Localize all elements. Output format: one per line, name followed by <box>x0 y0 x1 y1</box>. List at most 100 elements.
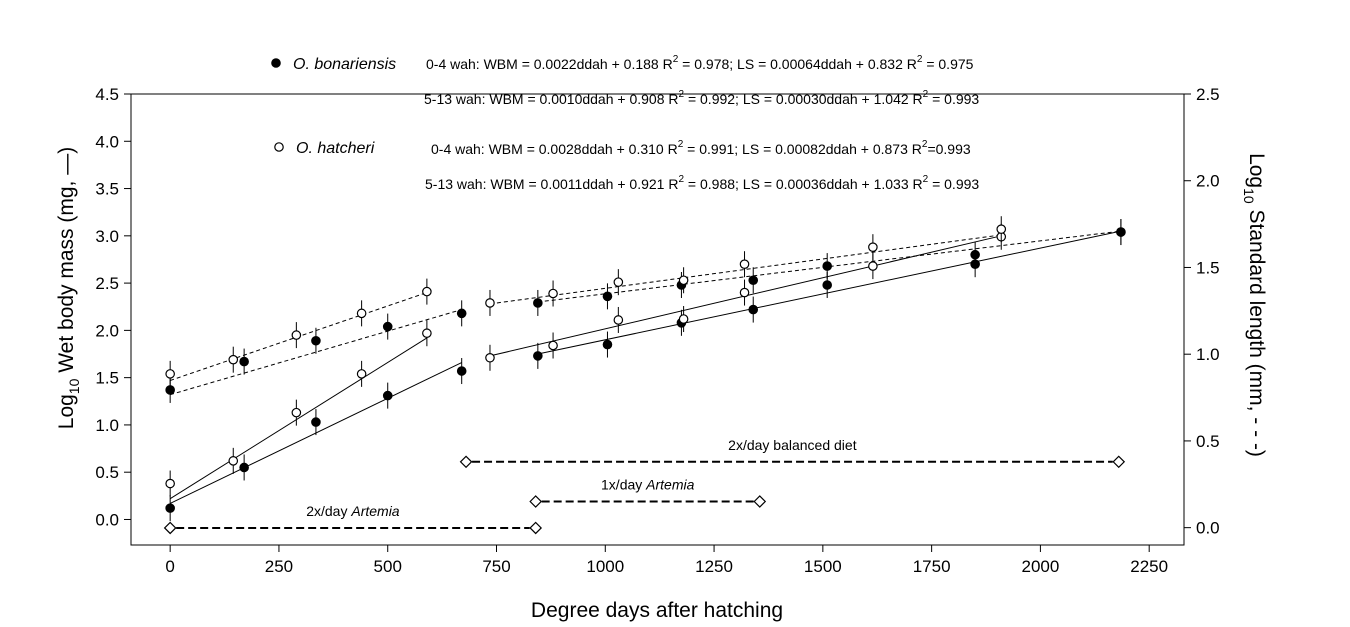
y-left-tick-label: 1.5 <box>95 369 119 388</box>
data-point <box>228 354 239 365</box>
regime-label: 2x/day Artemia <box>306 503 400 519</box>
data-point <box>456 308 467 319</box>
data-point <box>291 407 302 418</box>
regression-equation: 5-13 wah: WBM = 0.0011ddah + 0.921 R2 = … <box>425 174 979 192</box>
data-point <box>1116 227 1126 237</box>
data-point <box>533 351 543 361</box>
regime-marker <box>459 455 473 469</box>
data-point <box>613 277 624 287</box>
x-tick-label: 1000 <box>586 557 624 576</box>
data-point <box>228 456 239 466</box>
x-tick-label: 1250 <box>695 557 733 576</box>
regime-marker <box>1112 455 1126 469</box>
x-tick-label: 2250 <box>1130 557 1168 576</box>
y-right-tick-label: 2.0 <box>1196 172 1220 191</box>
data-point <box>382 321 393 332</box>
y-right-tick-label: 1.5 <box>1196 258 1220 277</box>
data-point <box>239 462 249 473</box>
data-points <box>165 216 1126 522</box>
y-right-tick-label: 2.5 <box>1196 85 1220 104</box>
data-point <box>422 286 432 297</box>
data-point <box>868 242 878 252</box>
fit-line-ls <box>170 309 462 396</box>
regime-label: 1x/day Artemia <box>601 477 695 493</box>
regime-marker <box>163 521 177 535</box>
legend: O. bonariensis 0-4 wah: WBM = 0.0022ddah … <box>271 54 979 192</box>
data-point <box>970 249 980 260</box>
data-point <box>533 298 543 308</box>
x-tick-label: 250 <box>265 557 293 576</box>
data-point <box>239 356 249 367</box>
data-point <box>748 275 759 286</box>
y-left-tick-label: 3.5 <box>95 180 119 199</box>
data-point <box>548 288 558 299</box>
legend-marker-filled <box>271 58 281 68</box>
data-point <box>822 280 832 290</box>
legend-label: O. hatcheri <box>296 140 375 157</box>
x-tick-label: 750 <box>482 557 510 576</box>
legend-marker-open <box>274 142 284 152</box>
data-point <box>165 385 175 395</box>
data-point <box>356 369 367 379</box>
data-point <box>602 339 613 350</box>
x-tick-label: 1500 <box>804 557 842 576</box>
data-point <box>456 366 467 376</box>
y-left-tick-label: 4.0 <box>95 132 119 151</box>
y-left-tick-label: 0.0 <box>95 510 119 529</box>
y-left-tick-label: 2.5 <box>95 274 119 293</box>
data-point <box>548 340 558 351</box>
data-point <box>868 261 878 271</box>
data-point <box>291 330 302 340</box>
regression-equation: 0-4 wah: WBM = 0.0028ddah + 0.310 R2 = 0… <box>431 139 971 157</box>
y-left-tick-label: 2.0 <box>95 321 119 340</box>
x-axis-title: Degree days after hatching <box>531 599 783 622</box>
data-point <box>613 315 624 325</box>
data-point <box>748 304 759 315</box>
data-point <box>739 259 750 269</box>
data-point <box>311 335 321 346</box>
data-point <box>165 369 175 379</box>
data-point <box>165 503 175 513</box>
regime-marker <box>529 495 543 508</box>
x-tick-label: 2000 <box>1021 557 1059 576</box>
data-point <box>382 390 393 401</box>
y-axis-title-right: Log10 Standard length (mm, - - -) <box>1241 153 1268 457</box>
fit-line-ls <box>489 234 1002 305</box>
regime-marker <box>529 521 543 535</box>
feeding-regimes: 2x/day Artemia 1x/day Artemia 2x/day balan… <box>163 437 1126 535</box>
y-right-tick-label: 0.0 <box>1196 519 1220 538</box>
y-right-tick-label: 1.0 <box>1196 345 1220 364</box>
data-point <box>602 291 613 302</box>
data-point <box>485 298 495 308</box>
data-point <box>678 314 689 324</box>
x-tick-label: 0 <box>165 557 174 576</box>
fit-line-wbm <box>169 337 428 500</box>
data-point <box>356 308 367 319</box>
x-tick-label: 1750 <box>913 557 951 576</box>
y-axis-title-left: Log10 Wet body mass (mg, —) <box>55 147 82 429</box>
data-point <box>165 478 175 489</box>
regression-equation: 0-4 wah: WBM = 0.0022ddah + 0.188 R2 = 0… <box>426 54 974 72</box>
regime-label: 2x/day balanced diet <box>728 437 857 453</box>
x-tick-label: 500 <box>374 557 402 576</box>
data-point <box>485 352 495 363</box>
plot-frame <box>130 93 1185 546</box>
axis-ticks: 0 250 500 750 1000 1250 1500 1750 2000 2250 0.0 0.5… <box>95 85 1219 576</box>
legend-label: O. bonariensis <box>293 56 396 73</box>
data-point <box>311 417 321 427</box>
data-point <box>822 261 832 271</box>
data-point <box>996 224 1007 235</box>
y-left-tick-label: 1.0 <box>95 416 119 435</box>
y-left-tick-label: 4.5 <box>95 85 119 104</box>
y-left-tick-label: 3.0 <box>95 227 119 246</box>
data-point <box>422 328 432 339</box>
plot-border <box>130 93 1185 546</box>
y-right-tick-label: 0.5 <box>1196 432 1220 451</box>
data-point <box>739 287 750 298</box>
data-point <box>678 275 689 286</box>
regime-marker <box>753 495 767 508</box>
fit-line-wbm <box>537 230 1122 355</box>
regression-equation: 5-13 wah: WBM = 0.0010ddah + 0.908 R2 = … <box>424 89 979 107</box>
y-left-tick-label: 0.5 <box>95 463 119 482</box>
